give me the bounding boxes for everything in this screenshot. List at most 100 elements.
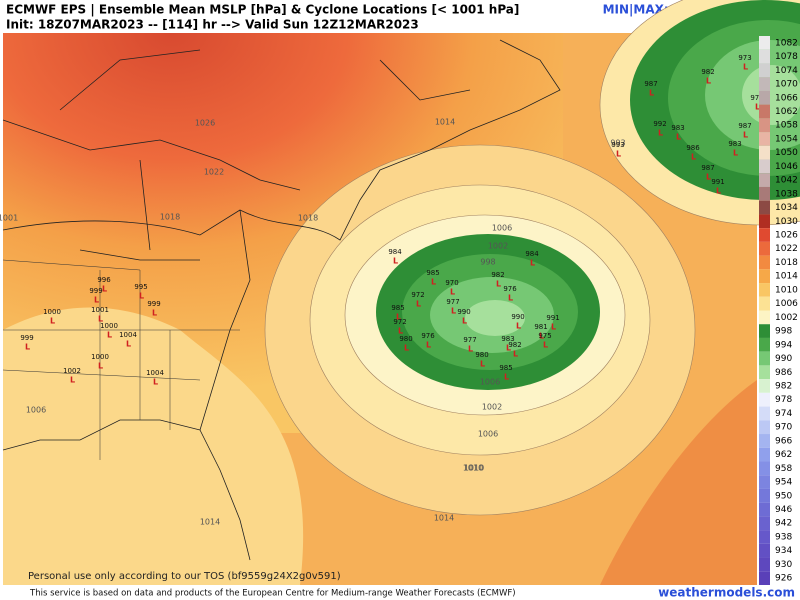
cyclone-pressure: 987	[701, 164, 714, 172]
cyclone-marker: L	[543, 341, 548, 350]
colorbar-swatch	[759, 310, 770, 325]
colorbar-swatch	[759, 200, 770, 215]
cyclone-pressure: 1001	[91, 306, 109, 314]
colorbar-label: 1066	[775, 93, 798, 103]
cyclone-marker: L	[153, 378, 158, 387]
contour-label: 1022	[204, 168, 224, 177]
cyclone-pressure: 984	[388, 248, 402, 256]
colorbar-label: 954	[775, 478, 792, 488]
cyclone-marker: L	[743, 131, 748, 140]
cyclone-pressure: 1000	[43, 308, 61, 316]
colorbar-label: 946	[775, 505, 792, 515]
cyclone-marker: L	[676, 133, 681, 142]
cyclone-pressure: 972	[393, 318, 406, 326]
cyclone-marker: L	[755, 103, 760, 112]
cyclone-pressure: 972	[411, 291, 424, 299]
colorbar-label: 1042	[775, 176, 798, 186]
colorbar-swatch	[759, 283, 770, 297]
colorbar-swatch	[759, 447, 770, 462]
cyclone-pressure: 985	[391, 304, 404, 312]
contour-label: 1006	[478, 430, 498, 439]
south-field	[3, 307, 304, 585]
colorbar-label: 1002	[775, 313, 798, 323]
colorbar-label: 974	[775, 409, 792, 419]
cyclone-pressure: 999	[147, 300, 160, 308]
cyclone-pressure: 999	[20, 334, 33, 342]
colorbar-label: 1014	[775, 272, 798, 282]
colorbar-swatch	[759, 296, 770, 311]
colorbar-swatch	[759, 543, 770, 558]
colorbar-swatch	[759, 145, 770, 160]
cyclone-pressure: 976	[421, 332, 435, 340]
cyclone-pressure: 993	[611, 141, 624, 149]
cyclone-marker: L	[50, 317, 55, 326]
cyclone-marker: L	[398, 327, 403, 336]
cyclone-pressure: 1004	[119, 331, 137, 339]
colorbar-label: 978	[775, 395, 792, 405]
cyclone-marker: L	[152, 309, 157, 318]
cyclone-marker: L	[513, 350, 518, 359]
cyclone-marker: L	[426, 341, 431, 350]
contour-label: 1014	[200, 518, 220, 527]
colorbar-label: 1010	[775, 285, 798, 295]
east-field	[600, 380, 757, 585]
cyclone-pressure: 976	[503, 285, 517, 293]
cyclone-pressure: 991	[546, 314, 559, 322]
cyclone-pressure: 982	[508, 341, 521, 349]
cyclone-marker: L	[98, 315, 103, 324]
credit: This service is based on data and produc…	[29, 589, 516, 599]
colorbar-label: 1022	[775, 244, 798, 254]
colorbar-label: 1082	[775, 38, 798, 48]
colorbar-label: 1038	[775, 189, 798, 199]
cyclone-pressure: 992	[653, 120, 666, 128]
cyclone-pressure: 983	[728, 140, 741, 148]
colorbar-swatch	[759, 379, 770, 393]
cyclone-pressure: 980	[399, 335, 412, 343]
contour-label: 998	[480, 258, 495, 267]
colorbar-swatch	[759, 365, 770, 380]
contour-label: 1026	[195, 119, 215, 128]
colorbar-swatch	[759, 63, 770, 78]
cyclone-pressure: 983	[671, 124, 684, 132]
site[interactable]: weathermodels.com	[658, 586, 795, 600]
colorbar-swatch	[759, 392, 770, 407]
cyclone-marker: L	[658, 129, 663, 138]
colorbar-swatch	[759, 186, 770, 201]
cyclone-marker: L	[70, 376, 75, 385]
colorbar-swatch	[759, 420, 770, 435]
cyclone-marker: L	[451, 307, 456, 316]
colorbar-label: 1058	[775, 121, 798, 131]
contour-label: 1002	[482, 403, 502, 412]
cyclone-pressure: 999	[89, 287, 102, 295]
cyclone-pressure: 973	[738, 54, 751, 62]
colorbar-swatch	[759, 241, 770, 256]
contour-label: 1018	[298, 214, 318, 223]
colorbar-swatch	[759, 104, 770, 119]
colorbar-label: 926	[775, 574, 792, 584]
cyclone-marker: L	[496, 280, 501, 289]
cyclone-pressure: 977	[446, 298, 459, 306]
colorbar-swatch	[759, 214, 770, 229]
colorbar-label: 1074	[775, 66, 798, 76]
cyclone-marker: L	[716, 187, 721, 196]
cyclone-pressure: 983	[501, 335, 514, 343]
colorbar-label: 998	[775, 327, 792, 337]
cyclone-pressure: 982	[701, 68, 714, 76]
colorbar-label: 942	[775, 519, 792, 529]
colorbar-swatch	[759, 324, 770, 338]
colorbar-swatch	[759, 255, 770, 270]
colorbar-label: 930	[775, 560, 792, 570]
colorbar-swatch	[759, 36, 770, 50]
colorbar-label: 1062	[775, 107, 798, 117]
cyclone-marker: L	[431, 278, 436, 287]
colorbar-label: 990	[775, 354, 792, 364]
cyclone-pressure: 981	[534, 323, 547, 331]
colorbar-swatch	[759, 90, 770, 105]
colorbar-swatch	[759, 351, 770, 366]
cyclone-marker: L	[706, 77, 711, 86]
cyclone-marker: L	[504, 373, 509, 382]
colorbar-swatch	[759, 132, 770, 146]
cyclone-marker: L	[94, 296, 99, 305]
cyclone-pressure: 1000	[91, 353, 109, 361]
